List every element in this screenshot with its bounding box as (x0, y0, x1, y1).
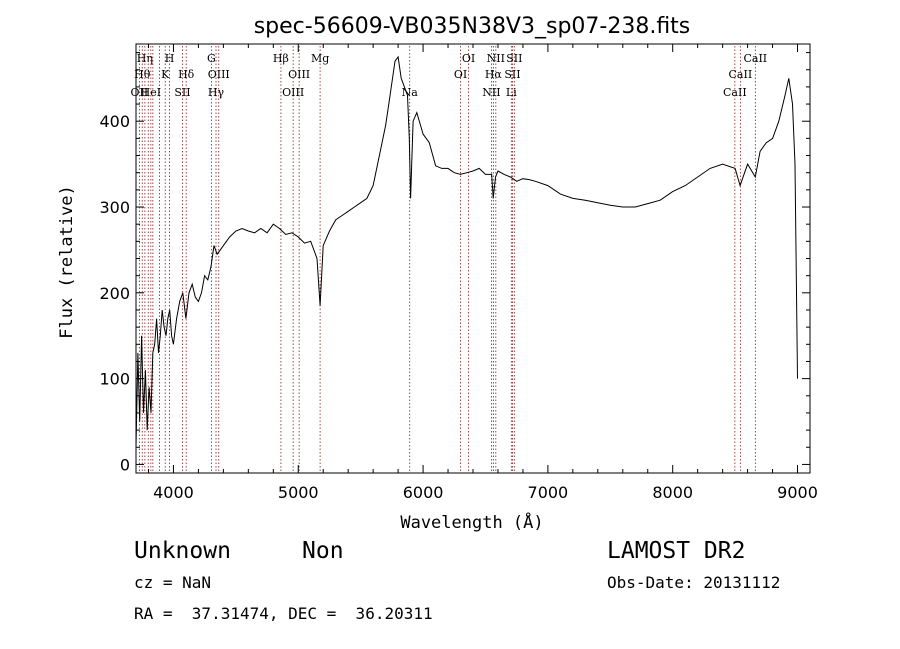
redshift-text: cz = NaN (134, 573, 211, 592)
x-axis-label: Wavelength (Å) (400, 511, 543, 533)
y-tick-label: 0 (120, 455, 130, 474)
line-marker-label: CaII (723, 86, 747, 99)
line-marker-label: CaII (729, 68, 753, 81)
line-marker-label: CaII (743, 52, 767, 65)
line-marker-label: OIII (208, 68, 230, 81)
line-marker-label: Hγ (208, 86, 225, 99)
coordinates-text: RA = 37.31474, DEC = 36.20311 (134, 604, 433, 623)
line-marker-label: Hβ (273, 52, 289, 65)
x-tick-label: 9000 (777, 483, 818, 502)
line-marker-label: Hθ (134, 68, 151, 81)
line-marker-label: OIII (288, 68, 310, 81)
line-marker-label: G (207, 52, 216, 65)
x-tick-label: 8000 (652, 483, 693, 502)
obs-date: Obs-Date: 20131112 (607, 573, 780, 592)
line-marker-label: HeI (141, 86, 161, 99)
x-axis-ticks: 4000 5000 6000 7000 8000 9000 (147, 44, 818, 502)
line-marker-label: OI (462, 52, 475, 65)
y-tick-label: 100 (99, 370, 130, 389)
line-marker-label: Na (402, 86, 419, 99)
y-tick-label: 400 (99, 112, 130, 131)
spectrum-line (135, 55, 798, 448)
line-marker-label: K (161, 68, 170, 81)
x-tick-label: 7000 (528, 483, 569, 502)
line-marker-label: H (165, 52, 175, 65)
y-axis-label: Flux (relative) (57, 185, 77, 339)
object-subclass: Non (302, 538, 344, 564)
line-marker-label: NII (482, 86, 500, 99)
chart-title: spec-56609-VB035N38V3_sp07-238.fits (254, 14, 691, 39)
y-tick-label: 300 (99, 198, 130, 217)
line-marker-label: OI (454, 68, 467, 81)
survey-name: LAMOST DR2 (607, 538, 745, 564)
y-axis-ticks: 0 100 200 300 400 (99, 52, 810, 474)
line-marker-label: Hα (485, 68, 503, 81)
line-marker-label: Mg (311, 52, 329, 65)
line-marker-label: Hη (137, 52, 153, 65)
line-marker-label: OII (131, 86, 149, 99)
y-tick-label: 200 (99, 284, 130, 303)
object-class: Unknown (134, 538, 231, 564)
line-marker-label: OIII (282, 86, 304, 99)
line-marker-label: SII (506, 52, 522, 65)
line-marker-label: SII (504, 68, 520, 81)
line-markers (138, 46, 756, 471)
line-marker-label: Li (506, 86, 517, 99)
x-tick-label: 5000 (278, 483, 319, 502)
line-marker-label: SII (174, 86, 190, 99)
plot-frame (135, 43, 811, 474)
x-tick-label: 6000 (403, 483, 444, 502)
line-marker-label: Hδ (178, 68, 195, 81)
line-marker-label: NII (487, 52, 505, 65)
line-marker-labels: OIIHθHηHeIKHSIIHδGHγOIIIHβOIIIOIIIMgNaOI… (131, 52, 768, 99)
x-tick-label: 4000 (153, 483, 194, 502)
